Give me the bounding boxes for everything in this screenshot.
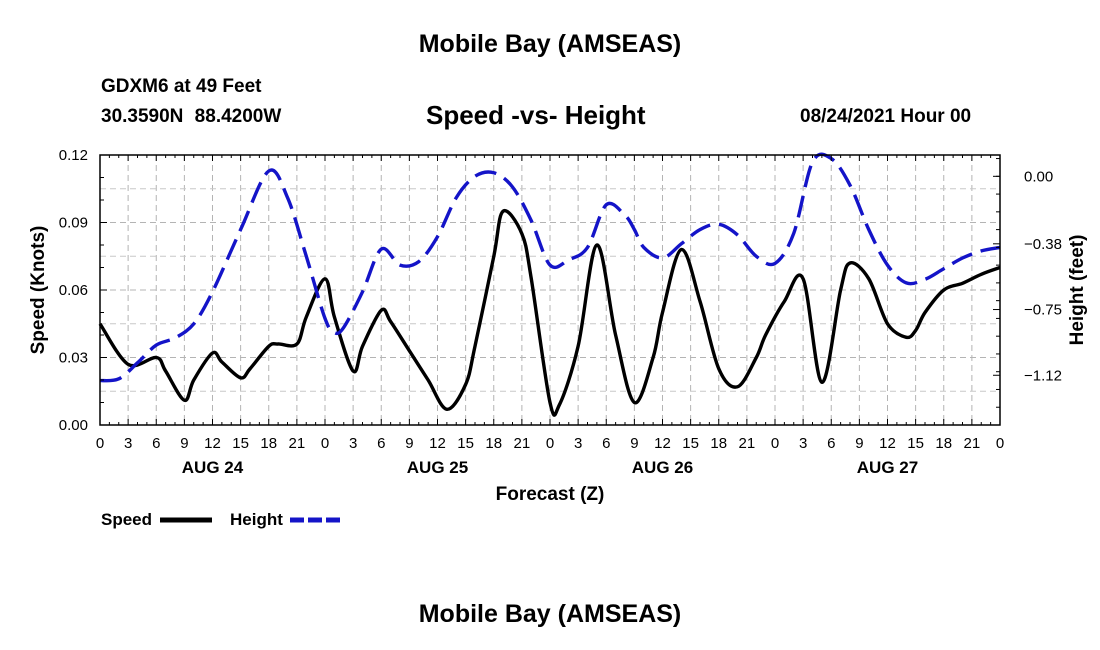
- chart-title-bottom: Mobile Bay (AMSEAS): [418, 600, 682, 628]
- grid-lines: [100, 155, 1000, 425]
- x-tick-label: 12: [879, 435, 896, 452]
- forecast-datetime: 08/24/2021 Hour 00: [800, 106, 972, 127]
- y-tick-label: 0.00: [59, 417, 88, 434]
- x-tick-label: 15: [907, 435, 924, 452]
- x-tick-label: 21: [964, 435, 981, 452]
- x-tick-label: 9: [180, 435, 188, 452]
- y-axis-title-left: Speed (Knots): [28, 226, 49, 355]
- day-label: AUG 24: [182, 458, 244, 477]
- x-tick-label: 0: [321, 435, 329, 452]
- x-tick-label: 3: [124, 435, 132, 452]
- day-label: AUG 25: [407, 458, 468, 477]
- axis-labels: 0 3 6 9 12 15 18 21 0 3 6 9 12 15 18 21 0 3 6 9 12 15 18 21 0 3 6 9…: [59, 147, 1062, 477]
- x-tick-label: 3: [349, 435, 357, 452]
- x-tick-label: 21: [514, 435, 531, 452]
- x-tick-label: 18: [260, 435, 277, 452]
- chart-subtitle: Speed -vs- Height: [426, 100, 646, 130]
- x-tick-label: 3: [574, 435, 582, 452]
- chart-title-top: Mobile Bay (AMSEAS): [418, 30, 682, 58]
- x-tick-label: 12: [654, 435, 671, 452]
- x-tick-label: 9: [405, 435, 413, 452]
- x-tick-label: 18: [485, 435, 502, 452]
- series-line-height: [99, 152, 1001, 383]
- axis-ticks: [99, 154, 1001, 426]
- y-right-tick-label: −1.12: [1024, 367, 1062, 384]
- y-tick-label: 0.03: [59, 350, 88, 367]
- y-tick-label: 0.09: [59, 215, 88, 232]
- x-tick-label: 6: [827, 435, 835, 452]
- y-right-tick-label: 0.00: [1024, 168, 1053, 185]
- x-tick-label: 0: [546, 435, 554, 452]
- y-tick-label: 0.06: [59, 282, 88, 299]
- station-coordinates: 30.3590N 88.4200W: [101, 106, 282, 127]
- x-tick-label: 15: [232, 435, 249, 452]
- x-tick-label: 9: [855, 435, 863, 452]
- x-tick-label: 6: [152, 435, 160, 452]
- y-tick-label: 0.12: [59, 147, 88, 164]
- chart-legend: Speed Height: [101, 510, 342, 529]
- day-label: AUG 27: [857, 458, 918, 477]
- x-tick-label: 21: [289, 435, 306, 452]
- day-label: AUG 26: [632, 458, 693, 477]
- x-tick-label: 15: [457, 435, 474, 452]
- series-lines: [98, 152, 1001, 417]
- x-tick-label: 6: [377, 435, 385, 452]
- x-tick-label: 0: [996, 435, 1004, 452]
- x-tick-label: 12: [429, 435, 446, 452]
- x-tick-label: 15: [682, 435, 699, 452]
- x-tick-label: 21: [739, 435, 756, 452]
- x-tick-label: 18: [935, 435, 952, 452]
- legend-label-speed: Speed: [101, 510, 152, 529]
- x-tick-label: 12: [204, 435, 221, 452]
- x-tick-label: 9: [630, 435, 638, 452]
- y-axis-title-right: Height (feet): [1067, 235, 1088, 346]
- x-tick-label: 18: [710, 435, 727, 452]
- x-tick-label: 3: [799, 435, 807, 452]
- x-tick-label: 6: [602, 435, 610, 452]
- x-axis-title: Forecast (Z): [496, 484, 605, 505]
- x-tick-label: 0: [96, 435, 104, 452]
- y-right-tick-label: −0.75: [1024, 302, 1062, 319]
- legend-label-height: Height: [230, 510, 283, 529]
- series-line-speed: [98, 208, 1001, 417]
- y-right-tick-label: −0.38: [1024, 236, 1062, 253]
- station-label: GDXM6 at 49 Feet: [101, 76, 262, 97]
- x-tick-label: 0: [771, 435, 779, 452]
